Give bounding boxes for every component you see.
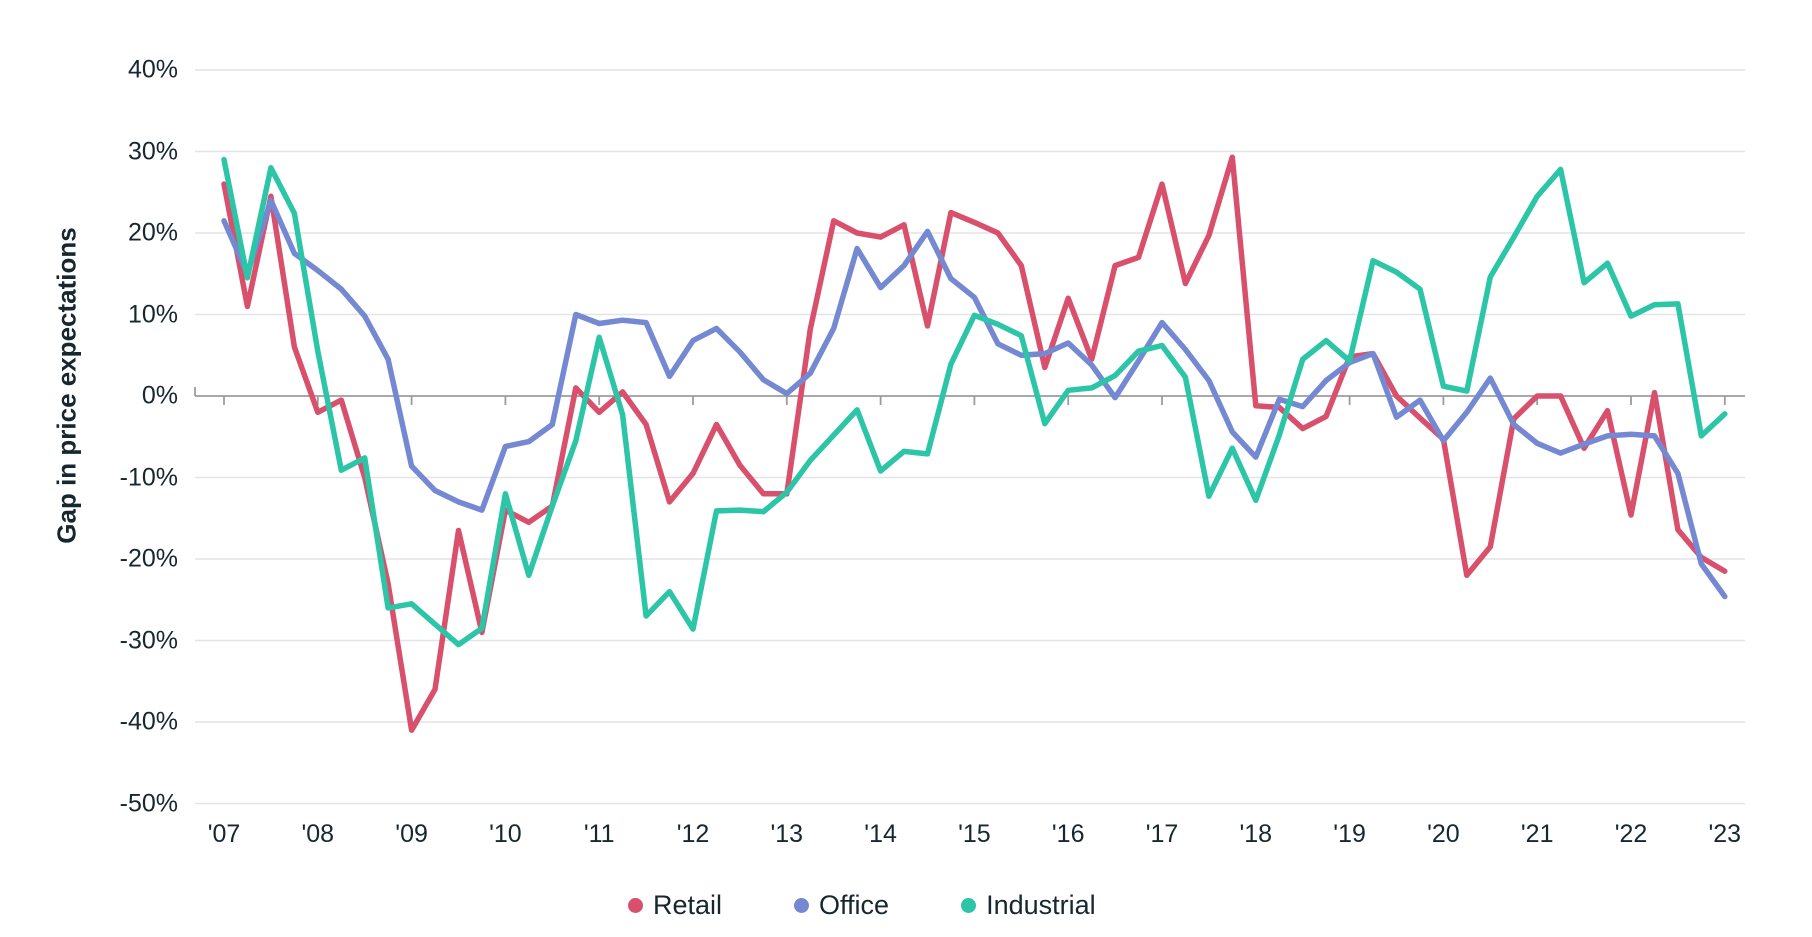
legend-item-office[interactable]: Office (794, 890, 889, 921)
y-tick-label: 30% (127, 137, 178, 165)
legend-label: Office (819, 890, 890, 920)
x-tick-label: '10 (489, 820, 522, 848)
x-tick-label: '08 (301, 820, 335, 848)
x-tick-label: '22 (1614, 820, 1648, 848)
office-legend-dot-icon (794, 898, 810, 913)
y-tick-label: 10% (127, 300, 178, 328)
y-tick-label: -20% (119, 544, 178, 573)
x-tick-label: '12 (676, 820, 710, 848)
x-tick-label: '18 (1239, 820, 1273, 848)
legend-item-industrial[interactable]: Industrial (961, 890, 1096, 921)
x-tick-label: '16 (1051, 820, 1085, 848)
retail-legend-dot-icon (628, 898, 643, 913)
y-tick-label: -40% (119, 707, 178, 736)
legend: Retail Office Industrial (628, 890, 1096, 921)
x-tick-label: '17 (1145, 820, 1179, 848)
legend-label: Retail (653, 890, 723, 920)
x-tick-label: '23 (1708, 820, 1742, 848)
y-tick-label: -50% (119, 789, 178, 817)
x-tick-label: '11 (583, 820, 615, 848)
retail-line (221, 154, 1728, 733)
x-tick-label: '07 (207, 820, 241, 848)
x-tick-label: '15 (958, 820, 991, 848)
x-tick-label: '13 (770, 820, 804, 848)
y-tick-label: 40% (127, 55, 178, 84)
office-line (221, 197, 1728, 600)
x-tick-label: '21 (1520, 820, 1554, 848)
x-tick-label: '19 (1333, 820, 1366, 848)
x-tick-label: '14 (864, 820, 897, 848)
x-tick-label: '20 (1427, 820, 1460, 848)
legend-item-retail[interactable]: Retail (628, 890, 722, 921)
y-tick-label: 0% (141, 381, 178, 410)
industrial-legend-dot-icon (961, 898, 977, 913)
y-tick-label: -30% (119, 626, 178, 654)
y-tick-label: -10% (119, 463, 178, 491)
industrial-line (221, 156, 1728, 648)
x-tick-label: '09 (395, 820, 428, 848)
legend-label: Industrial (986, 890, 1096, 920)
y-tick-label: 20% (127, 218, 178, 247)
